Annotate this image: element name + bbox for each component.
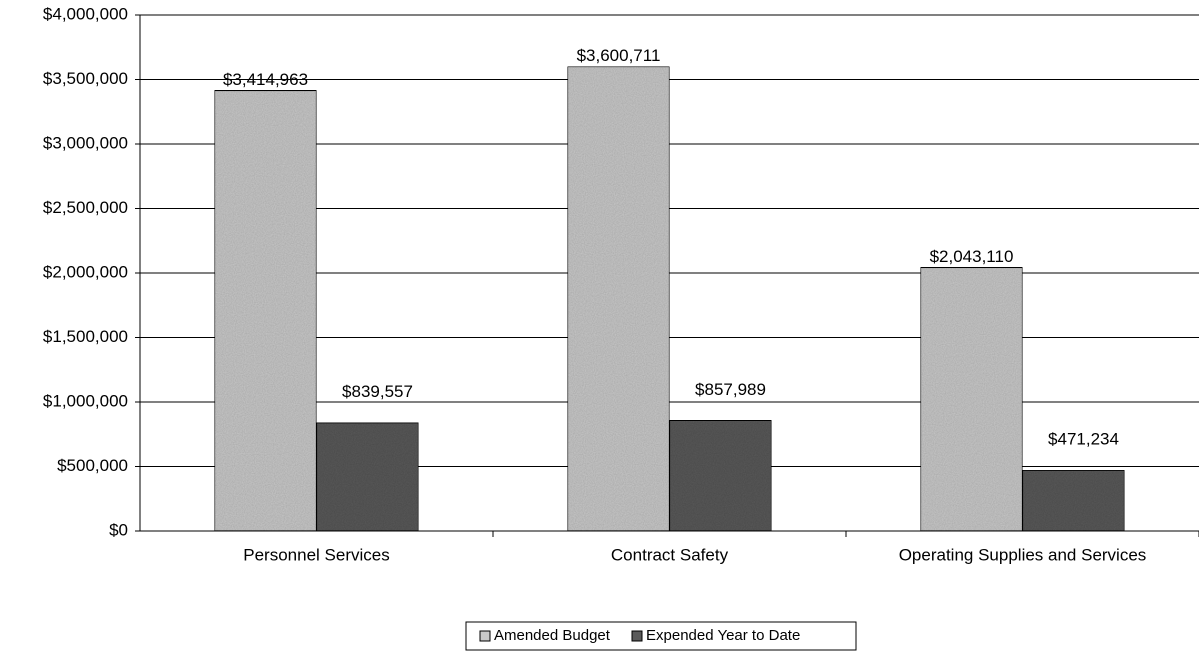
y-tick-label: $1,000,000	[43, 391, 128, 410]
x-tick-label: Personnel Services	[243, 545, 389, 564]
y-tick-label: $0	[109, 520, 128, 539]
value-label: $3,414,963	[223, 70, 308, 89]
bar	[315, 422, 420, 532]
legend-label: Amended Budget	[494, 627, 611, 644]
legend-swatch	[631, 630, 643, 642]
legend: Amended Budget Expended Year to Date	[465, 621, 857, 651]
legend-swatch	[479, 630, 491, 642]
value-label: $2,043,110	[930, 247, 1014, 266]
y-tick-label: $2,500,000	[43, 198, 128, 217]
y-tick-label: $3,000,000	[43, 133, 128, 152]
legend-label: Expended Year to Date	[646, 627, 800, 644]
y-tick-label: $1,500,000	[43, 327, 128, 346]
bar	[1021, 469, 1126, 532]
y-tick-label: $4,000,000	[43, 4, 128, 23]
bar	[213, 89, 318, 532]
value-label: $3,600,711	[577, 46, 661, 65]
legend-box	[465, 621, 857, 651]
value-label: $857,989	[695, 380, 766, 399]
bar	[919, 266, 1024, 532]
bar	[668, 419, 773, 532]
x-tick-label: Operating Supplies and Services	[899, 545, 1147, 564]
bar	[566, 65, 671, 532]
y-tick-label: $500,000	[57, 456, 128, 475]
x-tick-label: Contract Safety	[611, 545, 729, 564]
y-tick-label: $3,500,000	[43, 69, 128, 88]
value-label: $471,234	[1048, 430, 1119, 449]
value-label: $839,557	[342, 382, 413, 401]
y-tick-label: $2,000,000	[43, 262, 128, 281]
